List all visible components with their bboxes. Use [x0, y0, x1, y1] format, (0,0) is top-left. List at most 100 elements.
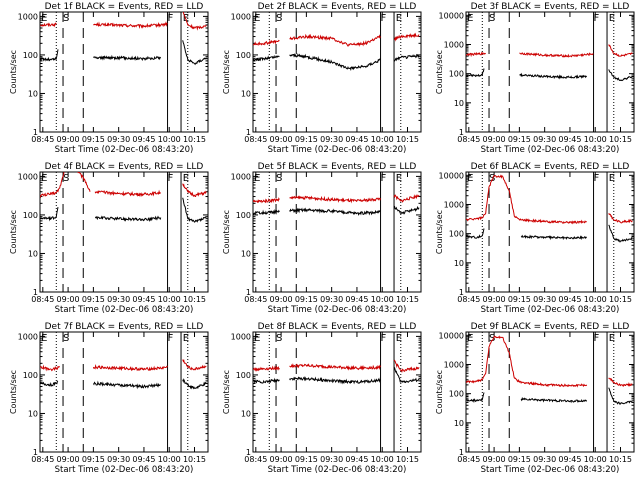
x-axis-label: Start Time (02-Dec-06 08:43:20)	[268, 465, 407, 475]
y-tick-label: 1	[33, 448, 38, 457]
event-marker-label: F	[381, 13, 387, 24]
plot-frame	[39, 331, 209, 453]
lld-series-line	[289, 363, 381, 371]
event-marker-label: E	[609, 173, 615, 184]
x-tick-label: 09:30	[320, 295, 343, 304]
panel-title: Det 2f BLACK = Events, RED = LLD	[258, 2, 417, 12]
events-series-line	[520, 396, 588, 404]
event-marker-label: S	[276, 333, 282, 344]
x-tick-label: 10:00	[158, 455, 181, 464]
events-series-line	[608, 69, 633, 82]
y-tick-label: 1	[459, 128, 464, 137]
lld-series-line	[40, 22, 57, 28]
x-axis-label: Start Time (02-Dec-06 08:43:20)	[481, 145, 620, 155]
x-tick-label: 08:45	[244, 295, 267, 304]
y-axis-label: Counts/sec	[9, 50, 18, 94]
y-tick-label: 10000	[439, 171, 464, 180]
x-tick-label: 10:00	[584, 295, 607, 304]
x-tick-label: 09:15	[508, 135, 531, 144]
events-series-line	[289, 53, 381, 71]
event-marker-label: F	[381, 173, 387, 184]
x-tick-label: 09:00	[57, 135, 80, 144]
x-tick-label: 09:45	[132, 135, 155, 144]
x-tick-label: 09:45	[132, 455, 155, 464]
x-axis-label: Start Time (02-Dec-06 08:43:20)	[55, 305, 194, 315]
y-axis-label: Counts/sec	[222, 50, 231, 94]
detector-panel: Det 4f BLACK = Events, RED = LLD 1 10 100 10…	[9, 162, 209, 315]
y-tick-label: 1	[459, 448, 464, 457]
lld-series-line	[253, 39, 280, 46]
y-tick-label: 1000	[444, 360, 464, 369]
x-tick-label: 10:00	[371, 455, 394, 464]
events-series-line	[289, 207, 381, 216]
x-tick-label: 09:00	[483, 295, 506, 304]
lld-series-line	[40, 364, 61, 372]
plot-frame	[39, 11, 209, 133]
event-marker-label: E	[183, 173, 189, 184]
y-tick-label: 1	[246, 288, 251, 297]
detector-panel: Det 6f BLACK = Events, RED = LLD 1 10 100 10…	[435, 162, 635, 315]
events-series-line	[393, 53, 420, 62]
x-tick-label: 10:00	[584, 455, 607, 464]
events-series-line	[608, 224, 633, 243]
panel-title: Det 1f BLACK = Events, RED = LLD	[45, 2, 204, 12]
detector-panel: Det 8f BLACK = Events, RED = LLD 1 10 100 10…	[222, 322, 422, 475]
y-tick-label: 10	[28, 409, 38, 418]
events-series-line	[182, 197, 207, 223]
events-series-line	[608, 387, 633, 405]
events-series-line	[95, 215, 162, 222]
x-tick-label: 10:15	[396, 295, 419, 304]
lld-series-line	[253, 365, 280, 372]
y-axis-label: Counts/sec	[222, 370, 231, 414]
lld-series-line	[466, 335, 588, 388]
y-axis-label: Counts/sec	[435, 370, 444, 414]
x-tick-label: 09:00	[270, 295, 293, 304]
x-tick-label: 09:00	[57, 455, 80, 464]
events-series-line	[393, 205, 420, 215]
event-marker-label: E	[396, 13, 402, 24]
event-marker-label: F	[381, 333, 387, 344]
plot-frame	[465, 11, 635, 133]
lld-series-line	[253, 197, 280, 204]
x-tick-label: 10:15	[183, 135, 206, 144]
y-tick-label: 100	[236, 371, 251, 380]
x-tick-label: 09:30	[320, 135, 343, 144]
y-axis-label: Counts/sec	[435, 50, 444, 94]
x-tick-label: 09:30	[107, 295, 130, 304]
y-tick-label: 1000	[18, 172, 38, 181]
x-tick-label: 09:30	[107, 455, 130, 464]
event-marker-label: E	[254, 333, 260, 344]
lld-series-line	[608, 213, 633, 224]
x-tick-label: 08:45	[457, 135, 480, 144]
x-tick-label: 09:30	[533, 135, 556, 144]
lld-series-line	[394, 32, 420, 42]
lld-series-line	[289, 195, 381, 204]
x-tick-label: 09:15	[508, 455, 531, 464]
x-tick-label: 09:30	[533, 455, 556, 464]
x-tick-label: 08:45	[31, 295, 54, 304]
events-series-line	[466, 228, 485, 239]
x-tick-label: 09:15	[82, 455, 105, 464]
lld-series-line	[92, 363, 168, 372]
x-tick-label: 10:15	[609, 455, 632, 464]
x-tick-label: 09:00	[57, 295, 80, 304]
event-marker-label: S	[489, 13, 495, 24]
event-marker-label: S	[63, 333, 69, 344]
y-tick-label: 1000	[231, 12, 251, 21]
panel-title: Det 3f BLACK = Events, RED = LLD	[471, 2, 630, 12]
y-axis-label: Counts/sec	[9, 210, 18, 254]
y-tick-label: 1000	[444, 200, 464, 209]
event-marker-label: S	[63, 173, 69, 184]
lld-series-line	[40, 172, 91, 198]
events-series-line	[93, 54, 161, 61]
y-tick-label: 1	[33, 288, 38, 297]
x-tick-label: 08:45	[31, 135, 54, 144]
x-tick-label: 08:45	[244, 135, 267, 144]
panel-title: Det 9f BLACK = Events, RED = LLD	[471, 322, 630, 332]
event-marker-label: S	[276, 173, 282, 184]
events-series-line	[289, 376, 381, 385]
x-tick-label: 08:45	[244, 455, 267, 464]
y-tick-label: 100	[236, 211, 251, 220]
events-series-line	[519, 72, 587, 80]
plot-frame	[252, 331, 422, 453]
